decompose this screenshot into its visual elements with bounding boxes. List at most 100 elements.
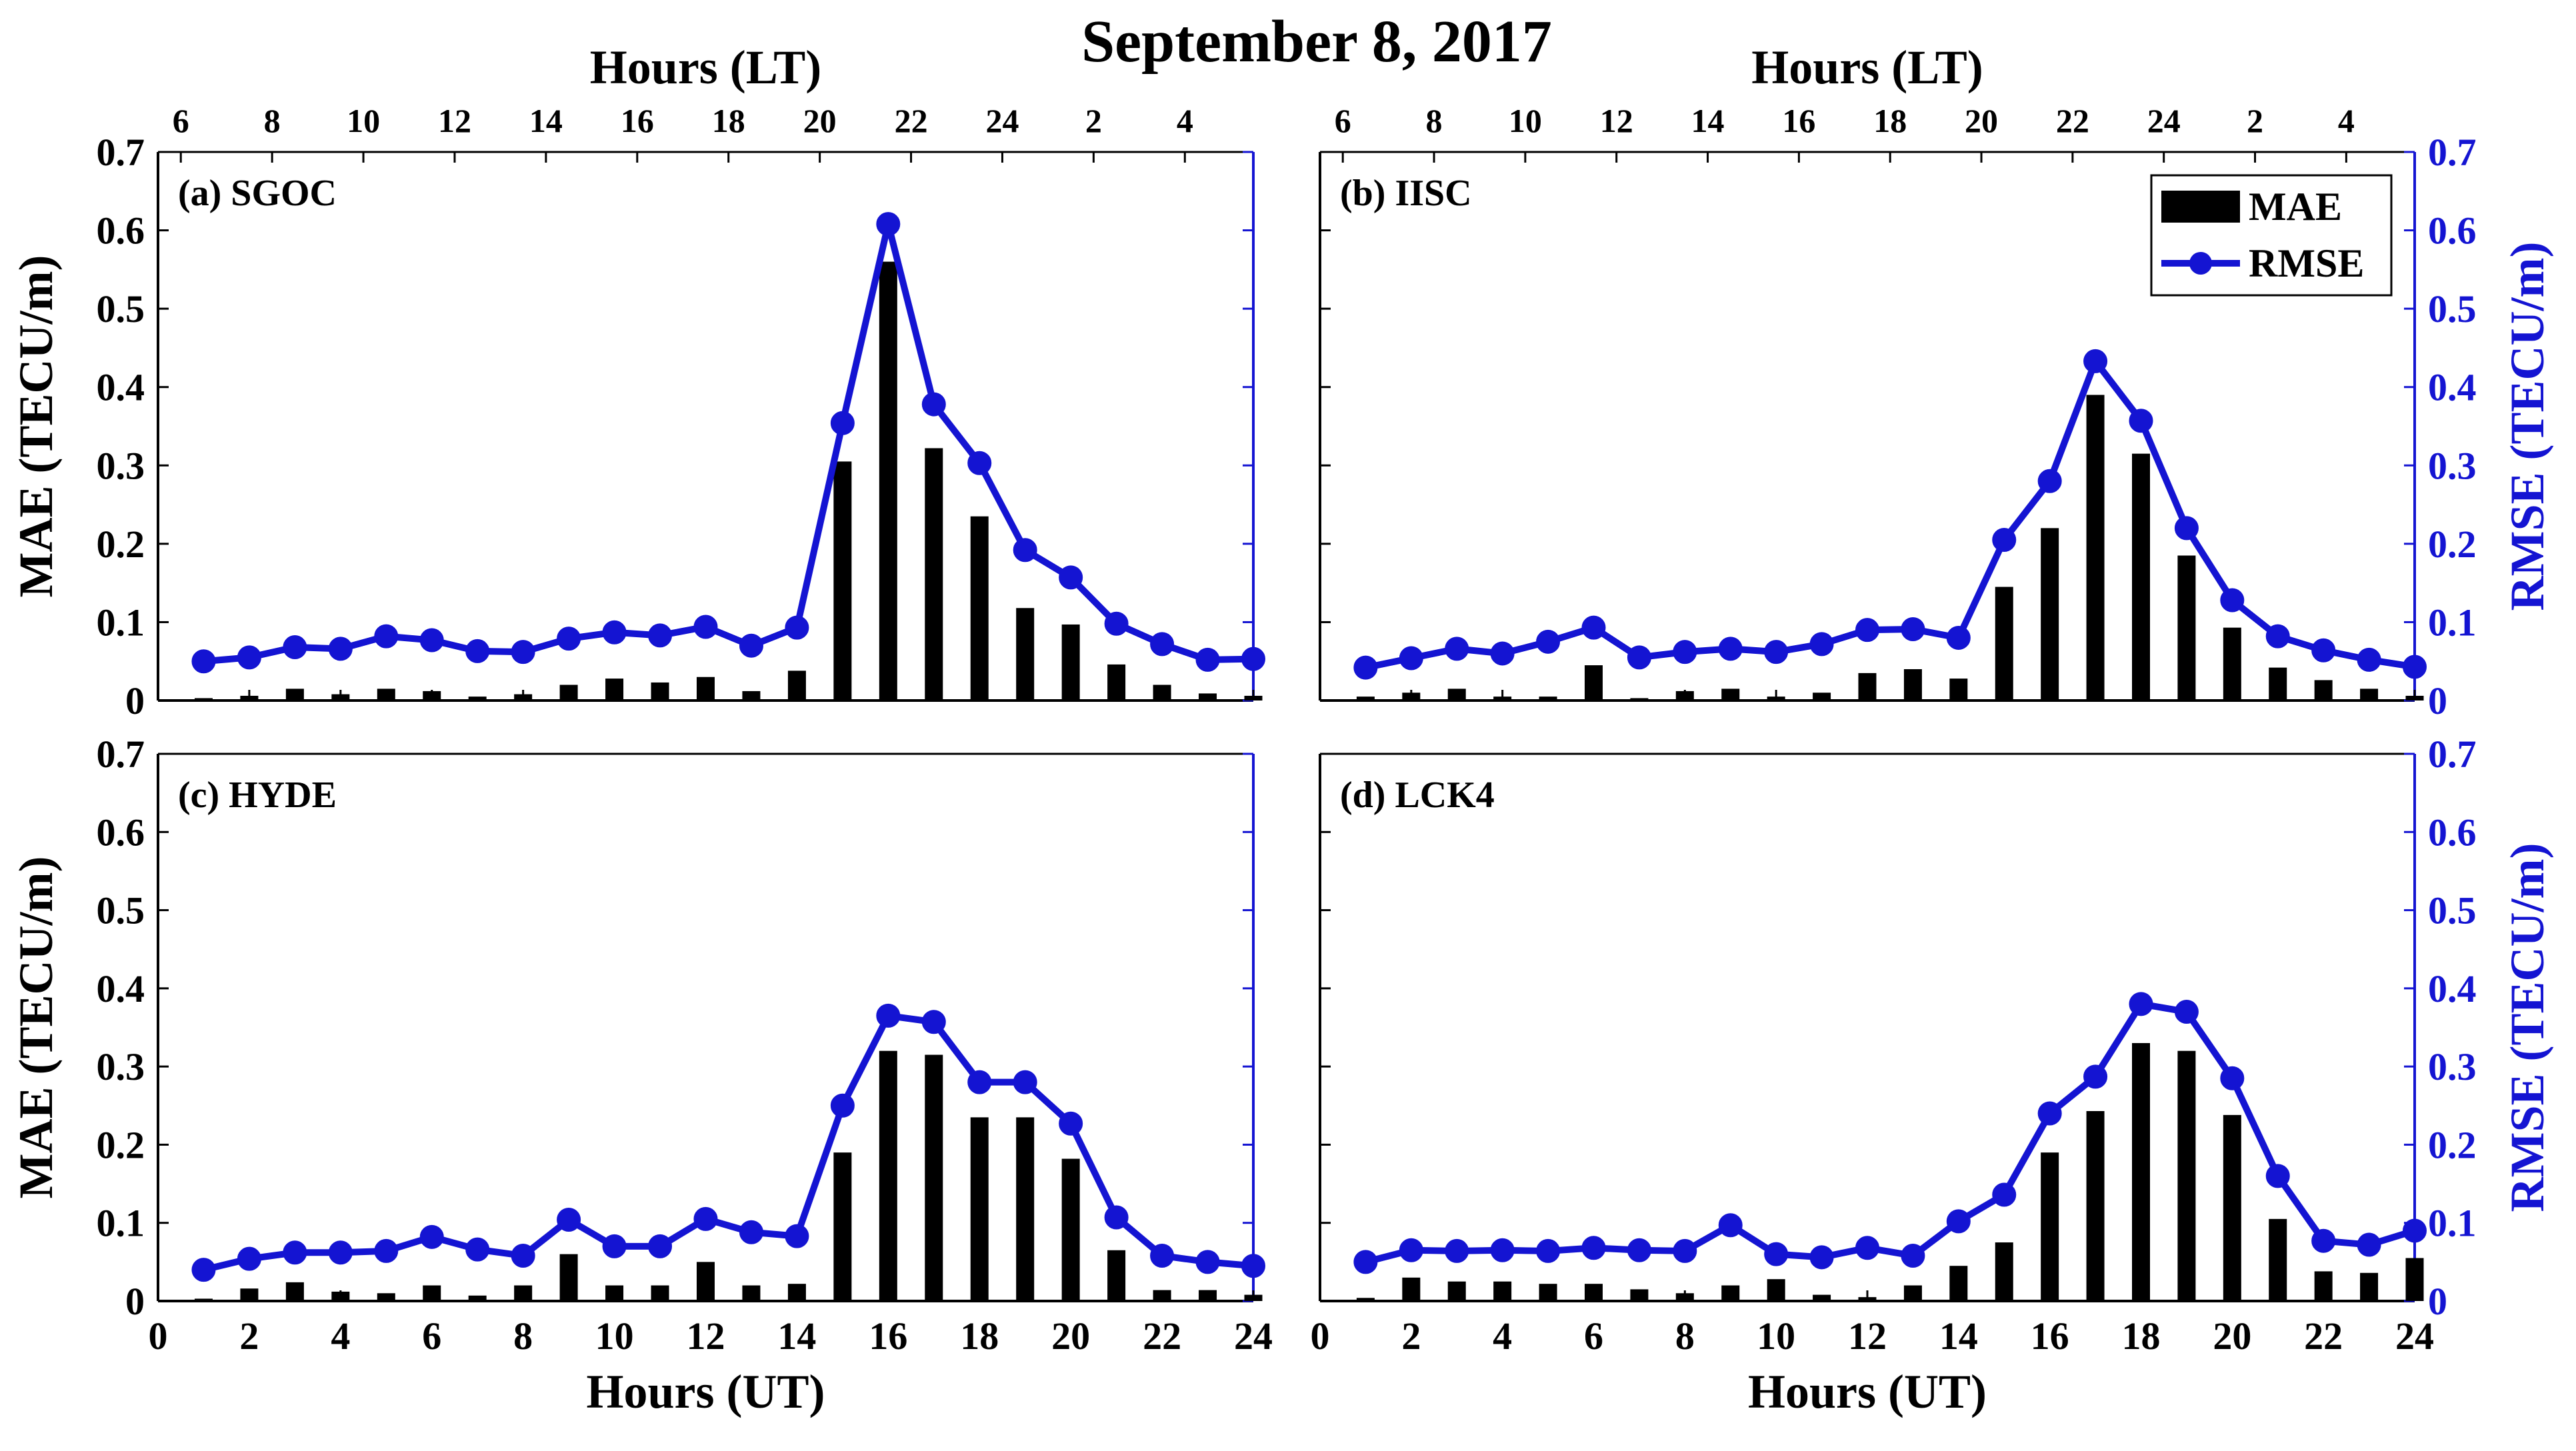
top-tick-label: 10 <box>347 102 380 139</box>
mae-bar <box>1153 685 1171 701</box>
rmse-point <box>1150 632 1175 657</box>
rmse-point <box>1992 527 2017 552</box>
panel-a: 00.10.20.30.40.50.60.76 8 10 12 14 16 18 20 22 24… <box>9 41 1265 723</box>
mae-bar <box>1447 1281 1466 1301</box>
bottom-tick-label: 16 <box>869 1314 907 1358</box>
rmse-point <box>1490 641 1515 666</box>
rmse-point <box>1855 1236 1879 1260</box>
mae-bar <box>377 689 395 701</box>
rmse-point <box>1399 1238 1423 1262</box>
right-tick-label: 0.5 <box>2428 889 2477 932</box>
rmse-point <box>1764 640 1789 665</box>
mae-bar <box>1493 697 1512 701</box>
rmse-point <box>1013 1070 1037 1094</box>
mae-bar <box>2314 680 2333 701</box>
mae-bar <box>1356 697 1375 701</box>
rmse-point <box>1353 1250 1378 1274</box>
rmse-point <box>648 623 673 648</box>
rmse-point <box>1059 1111 1083 1136</box>
left-tick-label: 0.3 <box>97 444 145 487</box>
x-axis-title: Hours (UT) <box>1748 1365 1987 1418</box>
rmse-point <box>1627 645 1651 670</box>
mae-bar <box>559 685 578 701</box>
mae-bar <box>2360 1272 2379 1301</box>
figure-title: September 8, 2017 <box>1081 9 1552 75</box>
right-tick-label: 0.4 <box>2428 366 2477 409</box>
mae-bar <box>1949 1266 1968 1301</box>
top-axis-title: Hours (LT) <box>590 41 821 94</box>
rmse-point <box>1059 565 1083 590</box>
rmse-point <box>2083 1064 2108 1089</box>
bottom-tick-label: 6 <box>422 1314 441 1358</box>
top-tick-label: 16 <box>621 102 654 139</box>
top-tick-label: 4 <box>1177 102 1193 139</box>
top-tick-label: 14 <box>529 102 563 139</box>
rmse-point <box>1195 1250 1220 1274</box>
rmse-point <box>785 1224 809 1248</box>
y-axis-title: MAE (TECU/m) <box>9 856 63 1199</box>
rmse-point <box>1013 538 1037 563</box>
top-tick-label: 24 <box>985 102 1019 139</box>
rmse-point <box>2265 1164 2290 1188</box>
rmse-point <box>419 628 444 653</box>
mae-bar <box>787 1284 806 1301</box>
rmse-point <box>921 1010 946 1034</box>
rmse-point <box>328 1240 353 1265</box>
rmse-point <box>191 649 216 674</box>
rmse-point <box>1992 1182 2017 1207</box>
mae-bar <box>194 1298 213 1301</box>
right-tick-label: 0.5 <box>2428 287 2477 331</box>
mae-bar <box>697 1262 715 1301</box>
mae-bar <box>2132 1042 2150 1301</box>
top-tick-label: 20 <box>803 102 837 139</box>
rmse-point <box>2037 1101 2062 1126</box>
right-tick-label: 0.1 <box>2428 1202 2477 1245</box>
rmse-point <box>2265 624 2290 649</box>
bottom-tick-label: 14 <box>1939 1314 1978 1358</box>
rmse-point <box>2129 992 2153 1016</box>
bottom-tick-label: 22 <box>1143 1314 1181 1358</box>
rmse-point <box>648 1234 673 1258</box>
mae-bar <box>1585 665 1603 701</box>
rmse-point <box>465 1237 490 1262</box>
legend-mae-label: MAE <box>2249 185 2342 229</box>
mae-bar <box>377 1293 395 1301</box>
right-tick-label: 0.7 <box>2428 131 2477 174</box>
rmse-point <box>2220 1066 2245 1090</box>
rmse-point <box>1241 1254 1265 1278</box>
bottom-tick-label: 12 <box>1848 1314 1887 1358</box>
bottom-tick-label: 24 <box>2395 1314 2434 1358</box>
left-tick-label: 0 <box>125 1280 145 1323</box>
mae-bar <box>1949 679 1968 701</box>
top-tick-label: 18 <box>712 102 745 139</box>
mae-bar <box>879 1050 897 1301</box>
mae-bar <box>240 695 259 701</box>
left-tick-label: 0.4 <box>97 967 145 1010</box>
mae-bar <box>468 1295 487 1301</box>
rmse-point <box>1581 615 1606 640</box>
mae-bar <box>787 671 806 701</box>
top-tick-label: 12 <box>438 102 471 139</box>
right-tick-label: 0.2 <box>2428 523 2477 566</box>
rmse-point <box>739 633 763 658</box>
rmse-point <box>2357 647 2381 672</box>
panels: 00.10.20.30.40.50.60.76 8 10 12 14 16 18 20 22 24… <box>9 41 2554 1418</box>
mae-bar <box>2360 689 2379 701</box>
mae-bar <box>970 1117 989 1301</box>
mae-bar <box>285 1282 304 1301</box>
rmse-point <box>557 627 581 651</box>
rmse-point <box>1946 625 1971 650</box>
top-tick-label: 16 <box>1782 102 1815 139</box>
mae-bar <box>2223 627 2241 701</box>
left-tick-label: 0.3 <box>97 1045 145 1088</box>
top-tick-label: 18 <box>1873 102 1907 139</box>
rmse-point <box>921 392 946 417</box>
mae-bar <box>1061 1158 1080 1301</box>
left-tick-label: 0.2 <box>97 523 145 566</box>
right-tick-label: 0.4 <box>2428 967 2477 1010</box>
top-tick-label: 22 <box>2056 102 2089 139</box>
rmse-point <box>511 1243 535 1268</box>
rmse-point <box>1764 1242 1789 1266</box>
mae-bar <box>559 1254 578 1301</box>
panel-d: 00.10.20.30.40.50.60.70 2 4 6 8 10 12 14 16 18 20 2… <box>1311 732 2555 1418</box>
